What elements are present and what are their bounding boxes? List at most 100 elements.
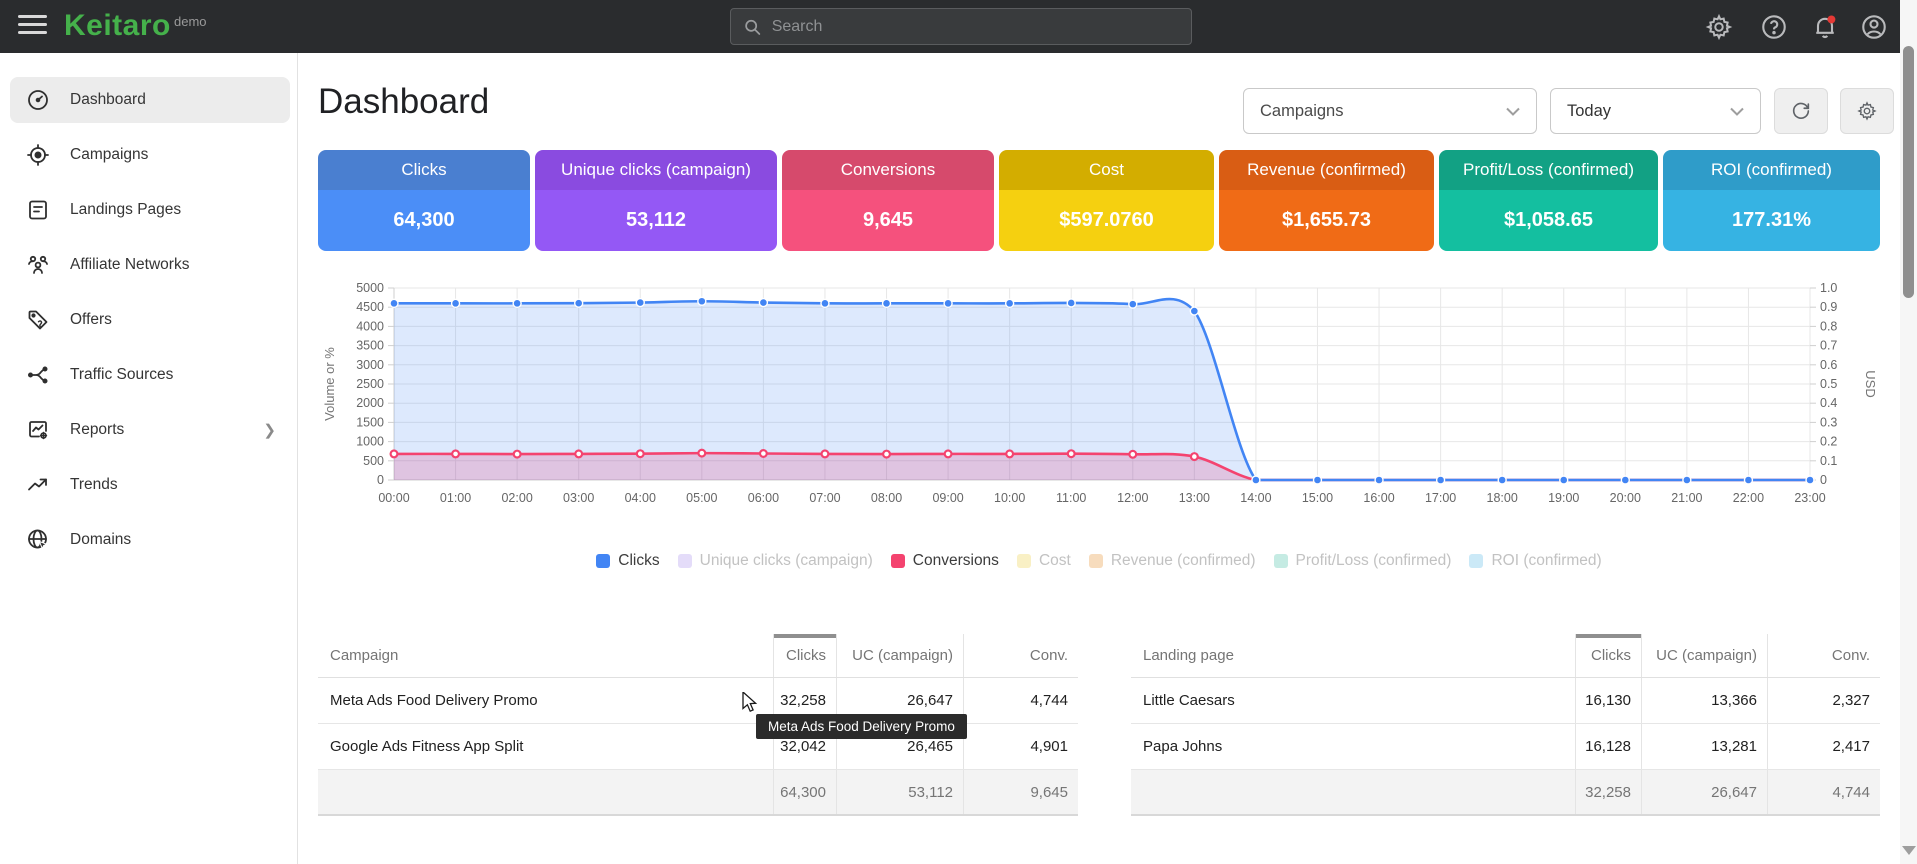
table-row[interactable]: Meta Ads Food Delivery Promo 32,258 26,647… bbox=[318, 678, 1078, 724]
row-value: 16,130 bbox=[1575, 678, 1641, 723]
table-row[interactable]: Little Caesars 16,130 13,366 2,327 bbox=[1131, 678, 1880, 724]
search-box[interactable] bbox=[730, 8, 1192, 45]
sidebar-item-trends[interactable]: Trends bbox=[10, 462, 290, 508]
svg-text:0.5: 0.5 bbox=[1820, 377, 1837, 391]
svg-text:3500: 3500 bbox=[356, 339, 384, 353]
dashboard-settings-button[interactable] bbox=[1840, 88, 1894, 134]
row-tooltip: Meta Ads Food Delivery Promo bbox=[756, 714, 967, 739]
grouping-select-value: Campaigns bbox=[1260, 101, 1344, 120]
totals-value: 53,112 bbox=[836, 770, 963, 814]
grouping-select[interactable]: Campaigns bbox=[1243, 88, 1537, 134]
column-header[interactable]: UC (campaign) bbox=[836, 634, 963, 677]
row-name[interactable]: Google Ads Fitness App Split bbox=[330, 738, 524, 755]
legend-item[interactable]: Revenue (confirmed) bbox=[1088, 552, 1256, 570]
row-value: 32,042 bbox=[773, 724, 836, 769]
metric-card-revenue: Revenue (confirmed) $1,655.73 bbox=[1219, 150, 1434, 251]
scrollbar-down-arrow[interactable] bbox=[1902, 846, 1916, 855]
svg-text:16:00: 16:00 bbox=[1363, 491, 1394, 505]
legend-item[interactable]: ROI (confirmed) bbox=[1469, 552, 1602, 570]
metric-value: $597.0760 bbox=[999, 190, 1214, 251]
row-value: 2,327 bbox=[1767, 678, 1880, 723]
table-totals-row: 32,258 26,647 4,744 bbox=[1131, 770, 1880, 816]
help-icon[interactable] bbox=[1760, 13, 1788, 41]
column-header[interactable]: Clicks bbox=[1575, 634, 1641, 677]
account-icon[interactable] bbox=[1860, 13, 1888, 41]
totals-value: 9,645 bbox=[963, 770, 1078, 814]
legend-item[interactable]: Clicks bbox=[596, 552, 660, 570]
svg-text:4500: 4500 bbox=[356, 300, 384, 314]
legend-item[interactable]: Unique clicks (campaign) bbox=[677, 552, 873, 570]
legend-item[interactable]: Profit/Loss (confirmed) bbox=[1273, 552, 1452, 570]
people-group-icon bbox=[26, 253, 50, 277]
column-header[interactable]: Clicks bbox=[773, 634, 836, 677]
metric-value: 53,112 bbox=[535, 190, 777, 251]
svg-text:12:00: 12:00 bbox=[1117, 491, 1148, 505]
chevron-down-icon bbox=[1730, 107, 1744, 116]
metric-value: 64,300 bbox=[318, 190, 530, 251]
legend-item[interactable]: Conversions bbox=[890, 552, 999, 570]
svg-text:1.0: 1.0 bbox=[1820, 281, 1837, 295]
totals-spacer bbox=[318, 770, 773, 814]
svg-text:2500: 2500 bbox=[356, 377, 384, 391]
svg-text:0: 0 bbox=[377, 473, 384, 487]
svg-text:4000: 4000 bbox=[356, 319, 384, 333]
scrollbar-track[interactable] bbox=[1900, 0, 1917, 864]
svg-text:0.7: 0.7 bbox=[1820, 339, 1837, 353]
svg-text:Volume or %: Volume or % bbox=[322, 347, 337, 421]
sidebar-item-landings-pages[interactable]: Landings Pages bbox=[10, 187, 290, 233]
legend-label: Clicks bbox=[618, 552, 660, 569]
row-value: 13,366 bbox=[1641, 678, 1767, 723]
traffic-chart: 0 500 1000 1500 2000 2500 3000 3500 4000 4500 5000… bbox=[318, 278, 1880, 518]
column-header[interactable]: Conv. bbox=[963, 634, 1078, 677]
chevron-right-icon: ❯ bbox=[263, 422, 276, 439]
column-header[interactable]: Campaign bbox=[330, 647, 399, 664]
scrollbar-thumb[interactable] bbox=[1903, 46, 1914, 298]
legend-label: Revenue (confirmed) bbox=[1110, 552, 1256, 569]
column-header[interactable]: Landing page bbox=[1143, 647, 1234, 664]
settings-icon[interactable] bbox=[1705, 13, 1733, 41]
legend-swatch bbox=[596, 554, 611, 568]
row-name[interactable]: Little Caesars bbox=[1143, 692, 1235, 709]
row-value: 2,417 bbox=[1767, 724, 1880, 769]
sidebar-item-reports[interactable]: Reports ❯ bbox=[10, 407, 290, 453]
search-input[interactable] bbox=[771, 17, 1179, 36]
sidebar-item-domains[interactable]: Domains bbox=[10, 517, 290, 563]
totals-value: 26,647 bbox=[1641, 770, 1767, 814]
metric-card-clicks: Clicks 64,300 bbox=[318, 150, 530, 251]
metric-label: Conversions bbox=[782, 150, 994, 190]
search-icon bbox=[745, 19, 761, 35]
document-icon bbox=[26, 198, 50, 222]
report-chart-icon bbox=[26, 418, 50, 442]
svg-text:17:00: 17:00 bbox=[1425, 491, 1456, 505]
legend-swatch bbox=[677, 554, 692, 568]
column-header[interactable]: Conv. bbox=[1767, 634, 1880, 677]
sidebar-item-campaigns[interactable]: Campaigns bbox=[10, 132, 290, 178]
svg-text:0.4: 0.4 bbox=[1820, 396, 1837, 410]
refresh-button[interactable] bbox=[1774, 88, 1828, 134]
notifications-bell-icon[interactable] bbox=[1811, 13, 1839, 41]
row-value: 26,465 bbox=[836, 724, 963, 769]
row-name[interactable]: Meta Ads Food Delivery Promo bbox=[330, 692, 538, 709]
table-row[interactable]: Papa Johns 16,128 13,281 2,417 bbox=[1131, 724, 1880, 770]
legend-swatch bbox=[1088, 554, 1103, 568]
legend-item[interactable]: Cost bbox=[1016, 552, 1071, 570]
metric-label: Profit/Loss (confirmed) bbox=[1439, 150, 1658, 190]
app-logo[interactable]: Keitaro bbox=[64, 9, 171, 42]
svg-text:20:00: 20:00 bbox=[1610, 491, 1641, 505]
legend-label: Profit/Loss (confirmed) bbox=[1295, 552, 1452, 569]
date-range-select[interactable]: Today bbox=[1550, 88, 1761, 134]
row-name[interactable]: Papa Johns bbox=[1143, 738, 1223, 755]
column-header[interactable]: UC (campaign) bbox=[1641, 634, 1767, 677]
page-title: Dashboard bbox=[318, 82, 490, 121]
legend-swatch bbox=[890, 554, 905, 568]
sidebar-item-offers[interactable]: Offers bbox=[10, 297, 290, 343]
landing-pages-table: Landing page Clicks UC (campaign) Conv. Litt… bbox=[1131, 634, 1880, 816]
legend-swatch bbox=[1469, 554, 1484, 568]
hamburger-menu-icon[interactable] bbox=[18, 15, 47, 37]
sidebar-item-dashboard[interactable]: Dashboard bbox=[10, 77, 290, 123]
metric-label: Clicks bbox=[318, 150, 530, 190]
legend-label: Cost bbox=[1038, 552, 1071, 569]
sidebar-item-traffic-sources[interactable]: Traffic Sources bbox=[10, 352, 290, 398]
totals-value: 64,300 bbox=[773, 770, 836, 814]
sidebar-item-affiliate-networks[interactable]: Affiliate Networks bbox=[10, 242, 290, 288]
